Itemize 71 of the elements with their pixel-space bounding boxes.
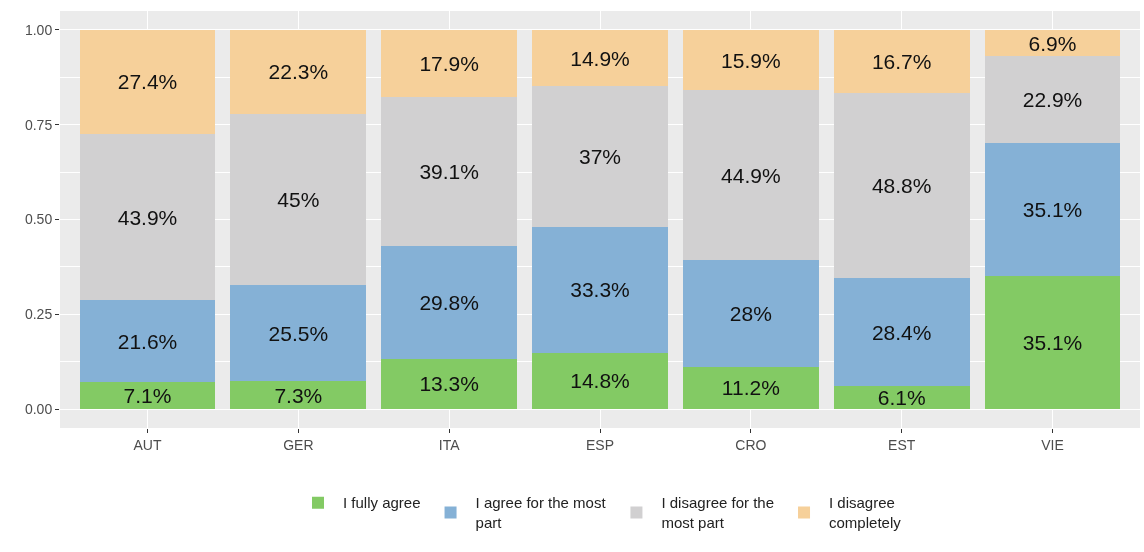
data-label: 35.1% [1022, 331, 1083, 355]
y-tick-label: 1.00 [24, 21, 53, 38]
data-label: 29.8% [419, 290, 479, 314]
bar [381, 29, 518, 98]
bar [230, 29, 367, 115]
bar [381, 97, 518, 246]
y-tick-label: 0.00 [24, 400, 53, 417]
data-label: 11.2% [721, 376, 780, 400]
data-label: 17.9% [419, 52, 479, 76]
data-label: 13.3% [419, 372, 479, 396]
bar [682, 29, 819, 91]
x-tick-label: AUT [133, 436, 162, 453]
data-label: 7.3% [274, 383, 323, 407]
data-label: 7.1% [123, 384, 172, 408]
bar [984, 142, 1121, 276]
data-label: 37% [578, 145, 622, 169]
data-label: 25.5% [268, 321, 329, 345]
bar [381, 358, 518, 410]
bar [833, 278, 970, 386]
bar [532, 352, 668, 410]
bar [532, 29, 668, 87]
bar [79, 300, 216, 383]
x-tick-label: ESP [585, 436, 615, 453]
legend-label: I fully agree [343, 494, 421, 512]
data-label: 14.8% [570, 369, 630, 393]
y-tick-label: 0.25 [24, 306, 53, 323]
bar [79, 382, 216, 410]
x-tick-label: CRO [735, 436, 767, 453]
x-tick-label: ITA [438, 436, 461, 453]
bar [984, 275, 1121, 410]
legend-label: I disagree for the most part [661, 494, 775, 531]
data-label: 33.3% [570, 278, 630, 302]
legend-label: I disagree completely [829, 494, 902, 531]
y-tick-label: 0.50 [24, 211, 53, 228]
bar [79, 133, 216, 301]
bar [532, 226, 668, 353]
data-label: 15.9% [721, 48, 781, 72]
data-label: 35.1% [1022, 197, 1083, 221]
data-label: 21.6% [117, 329, 178, 353]
data-label: 16.7% [871, 50, 932, 74]
data-label: 28.4% [871, 320, 932, 344]
data-label: 45% [277, 187, 320, 211]
bar [682, 366, 819, 410]
bar [79, 29, 216, 134]
bar [833, 385, 970, 410]
data-label: 27.4% [117, 70, 178, 94]
legend-label: I agree for the most part [475, 494, 607, 531]
x-tick-label: EST [888, 436, 916, 453]
bar [833, 29, 970, 94]
data-label: 28% [729, 302, 772, 326]
bar [682, 260, 819, 367]
bar [230, 114, 367, 285]
x-tick-label: VIE [1041, 436, 1064, 453]
bar [532, 86, 668, 227]
data-label: 43.9% [117, 205, 178, 229]
data-label: 39.1% [419, 160, 479, 184]
bar [984, 56, 1121, 143]
data-label: 6.1% [877, 385, 926, 409]
data-label: 22.9% [1022, 88, 1083, 112]
bar [230, 381, 367, 410]
bar [230, 284, 367, 382]
data-label: 44.9% [721, 163, 781, 187]
data-label: 14.9% [570, 46, 630, 70]
data-label: 22.3% [268, 60, 329, 84]
data-label: 6.9% [1028, 31, 1077, 55]
x-tick-label: GER [283, 436, 314, 453]
bar [381, 245, 518, 359]
data-label: 48.8% [871, 174, 932, 198]
bar [682, 90, 819, 261]
y-tick-label: 0.75 [24, 116, 53, 133]
bar [833, 93, 970, 279]
